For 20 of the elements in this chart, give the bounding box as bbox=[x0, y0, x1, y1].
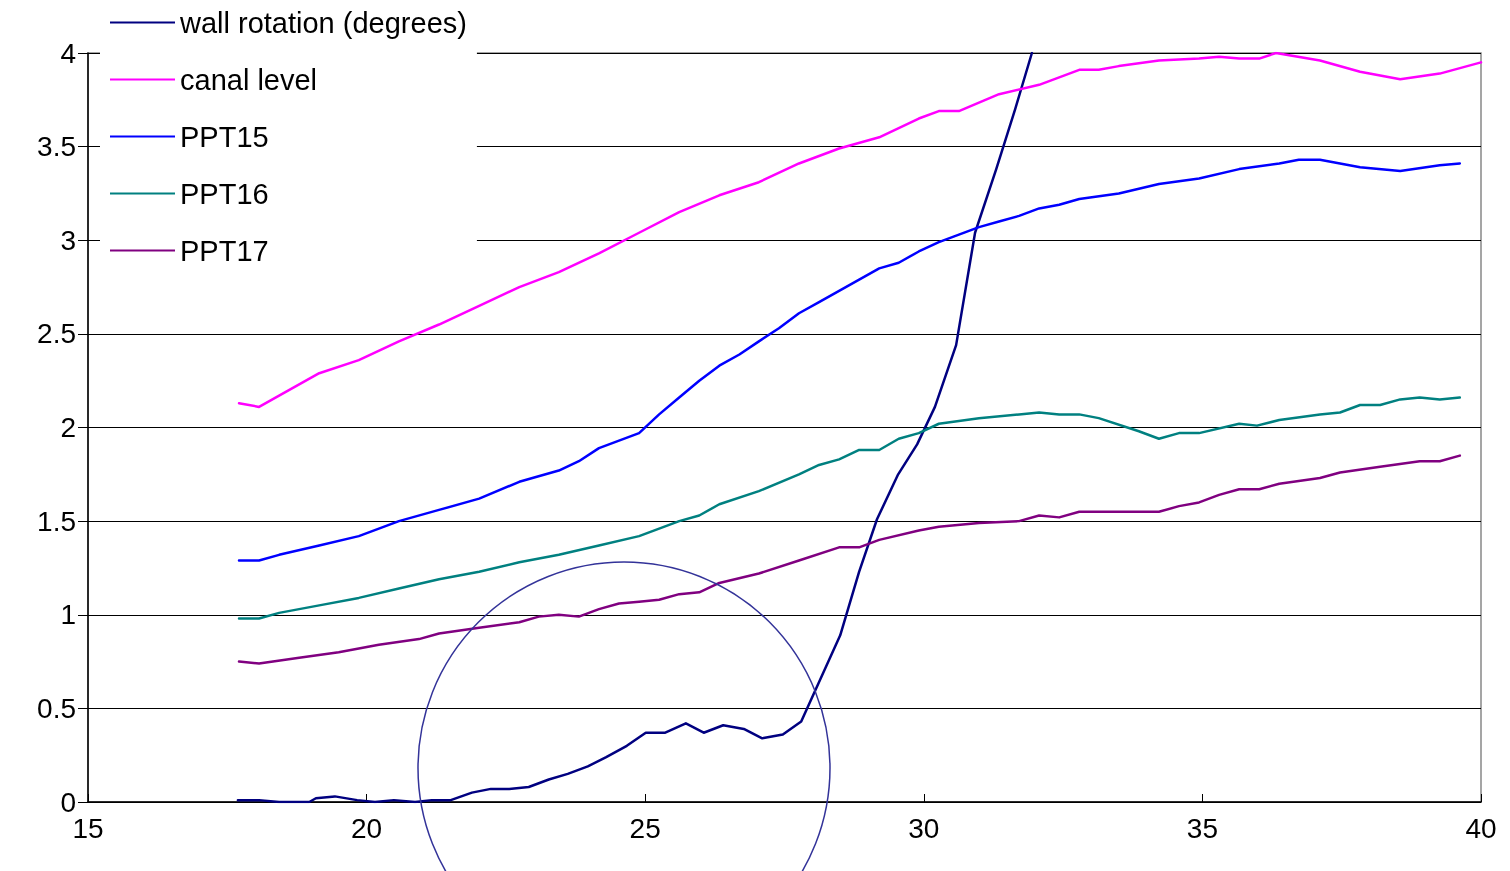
line-series bbox=[237, 396, 1462, 620]
x-tick-label: 20 bbox=[351, 812, 383, 844]
y-tick-label: 1.5 bbox=[37, 505, 76, 537]
line-series bbox=[237, 454, 1462, 665]
x-tick-label: 25 bbox=[629, 812, 661, 844]
y-tick-label: 4 bbox=[60, 37, 76, 69]
y-tick-label: 0.5 bbox=[37, 692, 76, 724]
y-tick-label: 2.5 bbox=[37, 318, 76, 350]
x-tick-label: 40 bbox=[1465, 812, 1497, 844]
legend-label: canal level bbox=[180, 63, 318, 96]
y-tick-label: 3.5 bbox=[37, 131, 76, 163]
x-tick-label: 35 bbox=[1186, 812, 1218, 844]
x-tick-label: 30 bbox=[908, 812, 940, 844]
legend-label: PPT16 bbox=[180, 177, 269, 210]
legend-label: PPT17 bbox=[180, 234, 269, 267]
y-tick-label: 3 bbox=[60, 224, 76, 256]
y-tick-label: 1 bbox=[60, 599, 76, 631]
legend-label: wall rotation (degrees) bbox=[179, 6, 467, 39]
legend-label: PPT15 bbox=[180, 120, 269, 153]
y-tick-label: 2 bbox=[60, 412, 76, 443]
